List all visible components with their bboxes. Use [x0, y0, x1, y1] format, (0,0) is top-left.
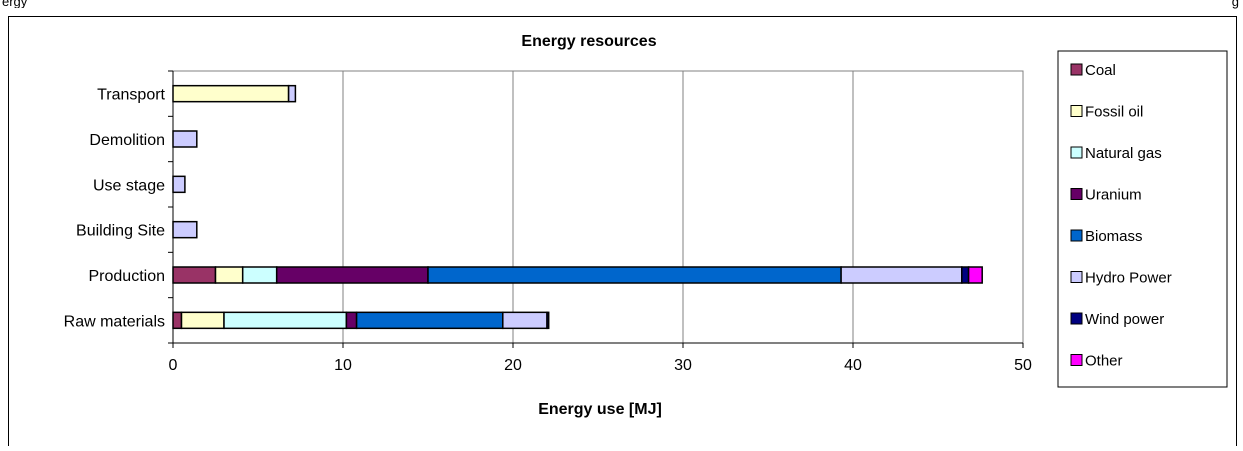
legend-label: Wind power	[1085, 311, 1164, 328]
category-label: Transport	[97, 87, 165, 104]
x-tick-label: 40	[844, 357, 862, 374]
legend-label: Natural gas	[1085, 145, 1162, 162]
legend-swatch	[1070, 146, 1083, 159]
caption-left-text: ergy	[2, 0, 28, 8]
bar-segment	[172, 220, 198, 239]
bar-segment	[840, 266, 963, 284]
legend-label: Biomass	[1085, 228, 1143, 245]
category-labels: Raw materials Production Building Site Use …	[64, 87, 166, 331]
bar-segment	[345, 311, 358, 330]
legend-swatch	[1070, 188, 1083, 200]
bar-segment	[427, 266, 842, 284]
bar-segment	[241, 266, 278, 284]
x-tick-label: 0	[169, 357, 178, 374]
legend-swatch	[1070, 312, 1083, 325]
bar-segment	[287, 84, 297, 103]
legend-items: Coal Fossil oil Natural gas Uranium Biomass H…	[1070, 62, 1172, 370]
legend-label: Hydro Power	[1085, 270, 1172, 287]
legend-swatch	[1070, 105, 1083, 117]
chart-frame: Raw materials Production Building Site Use …	[8, 16, 1237, 451]
bar-segment	[967, 266, 983, 284]
bar-segment	[214, 266, 244, 284]
bar-segment	[172, 266, 217, 284]
category-label: Production	[89, 268, 166, 285]
bars-layer	[172, 84, 983, 330]
bar-segment	[172, 175, 186, 194]
grid-layer	[168, 70, 1024, 348]
x-tick-labels: 0 10 20 30 40 50	[169, 357, 1032, 374]
x-tick-label: 20	[504, 357, 522, 374]
legend: Coal Fossil oil Natural gas Uranium Biomass H…	[1057, 50, 1228, 388]
bar-segment	[172, 311, 183, 330]
energy-chart: Raw materials Production Building Site Use …	[8, 16, 1237, 451]
bar-segment	[546, 311, 550, 330]
x-tick-label: 50	[1014, 357, 1032, 374]
legend-swatch	[1070, 271, 1083, 283]
bar-segment	[502, 311, 548, 330]
bar-segment	[172, 84, 290, 103]
top-caption-fragment: ergy y	[2, 0, 27, 8]
category-label: Use stage	[93, 177, 165, 194]
legend-label: Coal	[1085, 62, 1116, 79]
bar-segment	[172, 130, 198, 148]
bar-segment	[223, 311, 348, 330]
legend-swatch	[1070, 354, 1083, 366]
legend-label: Other	[1085, 353, 1123, 370]
plot-area	[172, 70, 1024, 344]
legend-label: Uranium	[1085, 187, 1142, 204]
caption-right-text: g	[1231, 0, 1239, 9]
category-label: Building Site	[76, 223, 165, 240]
x-axis-label: Energy use [MJ]	[538, 401, 662, 418]
bar-segment	[180, 311, 225, 330]
legend-swatch	[1070, 229, 1083, 242]
legend-box	[1057, 50, 1228, 388]
category-label: Demolition	[89, 132, 165, 149]
legend-label: Fossil oil	[1085, 104, 1143, 121]
chart-title: Energy resources	[521, 33, 656, 50]
category-label: Raw materials	[64, 313, 165, 330]
bar-segment	[961, 266, 970, 284]
legend-swatch	[1070, 63, 1083, 76]
bar-segment	[355, 311, 504, 330]
bar-segment	[275, 266, 429, 284]
x-tick-label: 30	[674, 357, 692, 374]
x-tick-label: 10	[334, 357, 352, 374]
